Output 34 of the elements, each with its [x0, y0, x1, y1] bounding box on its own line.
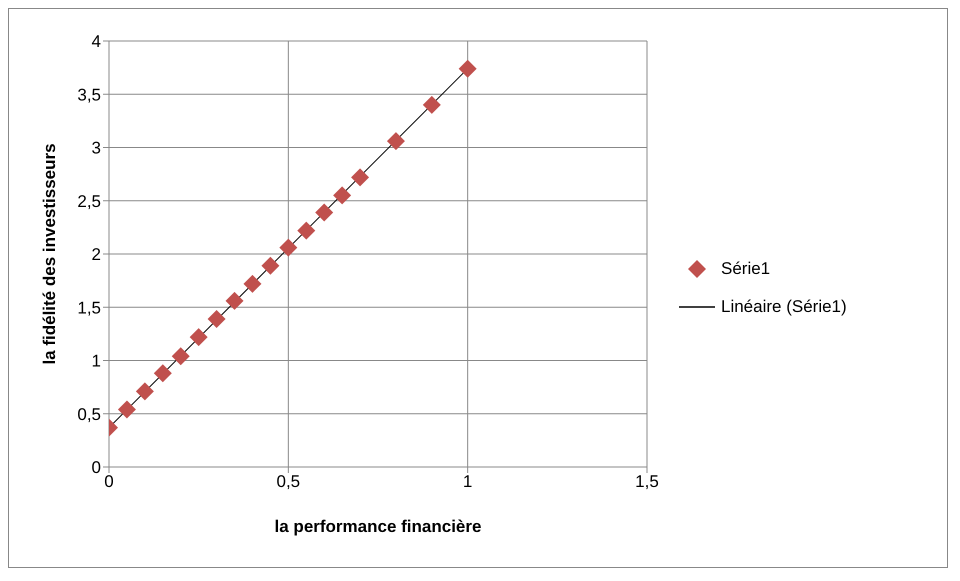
point — [458, 60, 477, 78]
x-tick-label: 0 — [104, 472, 114, 492]
x-tick-label: 1,5 — [635, 472, 659, 492]
y-tick-label: 4 — [92, 32, 101, 52]
y-tick-label: 1,5 — [77, 298, 101, 318]
point — [333, 186, 352, 204]
point — [190, 328, 208, 346]
y-axis-title: la fidélité des investisseurs — [40, 143, 60, 365]
x-axis-title: la performance financière — [274, 517, 482, 536]
point — [208, 310, 226, 328]
y-tick-label: 2,5 — [77, 192, 101, 211]
point — [315, 203, 334, 222]
y-tick-label: 0 — [92, 458, 101, 478]
point — [172, 347, 190, 366]
point — [297, 222, 316, 240]
legend-label: Linéaire (Série1) — [721, 297, 847, 317]
x-tick-label: 1 — [462, 472, 472, 492]
point — [243, 274, 262, 293]
point — [118, 400, 136, 418]
point — [386, 132, 405, 150]
y-tick-label: 3,5 — [77, 85, 101, 104]
point — [261, 256, 280, 275]
point — [154, 364, 172, 382]
y-tick-label: 0,5 — [77, 404, 101, 424]
legend-label: Série1 — [721, 259, 770, 279]
point — [136, 382, 154, 400]
point — [226, 292, 244, 310]
point — [422, 96, 441, 114]
x-tick-label: 0,5 — [276, 472, 300, 492]
y-tick-label: 3 — [92, 138, 101, 158]
y-tick-label: 1 — [92, 352, 101, 371]
point — [351, 168, 370, 186]
y-tick-label: 2 — [92, 245, 101, 264]
point — [279, 238, 298, 257]
